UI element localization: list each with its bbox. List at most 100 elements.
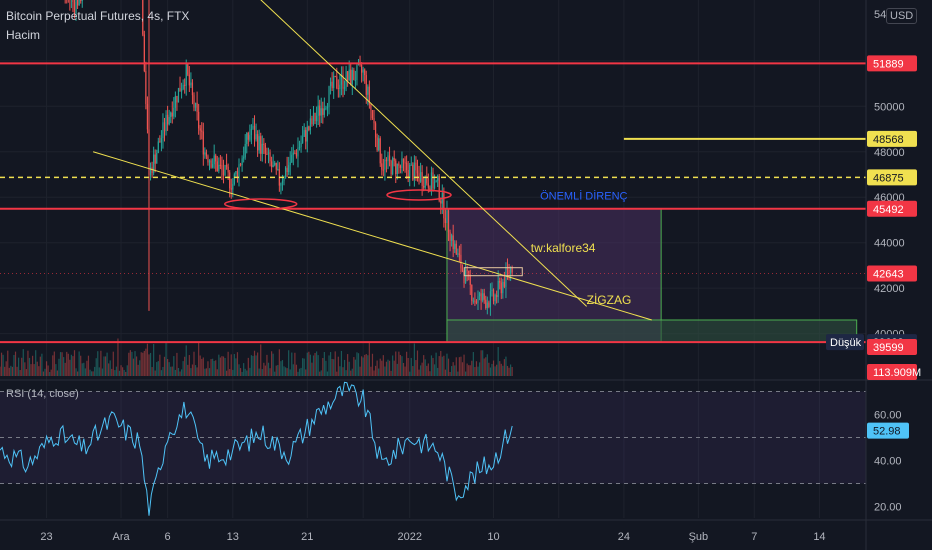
candle-body-103 xyxy=(159,141,161,143)
volume-bar-128 xyxy=(198,342,200,376)
candle-body-288 xyxy=(446,210,448,223)
volume-bar-145 xyxy=(224,357,226,376)
volume-bar-61 xyxy=(94,366,96,376)
volume-bar-199 xyxy=(308,351,310,376)
candle-body-241 xyxy=(373,118,375,124)
volume-bar-16 xyxy=(24,362,26,376)
candle-body-163 xyxy=(252,125,254,129)
volume-bar-92 xyxy=(142,352,144,376)
candle-body-287 xyxy=(444,218,447,223)
price-label-box-4 xyxy=(867,265,917,282)
volume-bar-15 xyxy=(22,349,24,376)
rsi-last-box xyxy=(867,422,909,439)
candle-body-204 xyxy=(316,115,318,122)
candle-body-226 xyxy=(350,69,352,85)
volume-bar-297 xyxy=(460,356,462,376)
candle-body-273 xyxy=(423,185,425,188)
volume-bar-134 xyxy=(207,361,209,376)
candle-body-275 xyxy=(426,176,428,184)
volume-bar-165 xyxy=(255,355,257,376)
volume-bar-212 xyxy=(328,355,330,376)
volume-bar-13 xyxy=(19,370,21,376)
volume-bar-254 xyxy=(393,360,395,376)
volume-bar-52 xyxy=(80,355,82,376)
volume-bar-328 xyxy=(508,367,510,376)
volume-bar-85 xyxy=(131,351,133,376)
candle-body-176 xyxy=(272,164,274,168)
candle-body-254 xyxy=(393,157,395,161)
volume-bar-279 xyxy=(432,357,434,376)
volume-bar-316 xyxy=(489,367,492,376)
volume-bar-220 xyxy=(340,350,343,376)
candle-body-160 xyxy=(247,133,249,140)
volume-bar-246 xyxy=(381,360,383,376)
volume-bar-201 xyxy=(311,362,313,376)
candle-body-97 xyxy=(149,167,152,176)
volume-bar-196 xyxy=(303,358,305,376)
volume-bar-171 xyxy=(264,365,266,376)
candle-body-154 xyxy=(238,164,240,178)
volume-bar-40 xyxy=(61,352,63,376)
volume-bar-19 xyxy=(28,357,31,376)
volume-bar-158 xyxy=(244,368,246,376)
volume-bar-81 xyxy=(125,371,127,376)
candle-body-106 xyxy=(163,122,166,132)
volume-bar-318 xyxy=(492,360,495,376)
volume-bar-94 xyxy=(145,348,147,376)
candle-body-280 xyxy=(433,181,436,189)
candle-body-182 xyxy=(281,181,284,184)
volume-bar-95 xyxy=(146,343,149,376)
volume-bar-22 xyxy=(33,364,35,376)
x-tick-label-10: 14 xyxy=(813,531,825,543)
candle-body-120 xyxy=(185,63,187,86)
price-label-2: 46875 xyxy=(873,172,904,184)
candle-body-309 xyxy=(478,293,481,297)
candle-body-316 xyxy=(489,291,492,307)
volume-bar-12 xyxy=(18,357,20,376)
volume-bar-74 xyxy=(114,370,116,376)
volume-bar-50 xyxy=(76,371,79,376)
volume-bar-104 xyxy=(160,370,163,376)
candle-body-310 xyxy=(480,293,482,301)
candle-body-192 xyxy=(297,147,299,157)
candle-body-272 xyxy=(421,172,423,186)
candle-body-325 xyxy=(503,281,505,287)
candle-body-115 xyxy=(177,87,180,103)
candle-body-262 xyxy=(406,162,408,171)
volume-bar-5 xyxy=(7,350,9,376)
volume-bar-307 xyxy=(475,361,478,376)
x-tick-label-4: 21 xyxy=(301,531,313,543)
volume-bar-313 xyxy=(485,357,487,376)
candle-body-225 xyxy=(348,69,350,81)
volume-bar-84 xyxy=(129,350,131,376)
volume-bar-255 xyxy=(395,351,397,376)
volume-bar-47 xyxy=(72,356,74,376)
currency-button[interactable]: USD xyxy=(886,8,918,24)
volume-bar-213 xyxy=(329,352,332,376)
price-label-6: 39599 xyxy=(873,342,904,354)
price-label-box-6 xyxy=(867,339,917,355)
volume-bar-190 xyxy=(294,352,296,376)
volume-bar-133 xyxy=(205,368,208,376)
candle-body-130 xyxy=(201,130,203,132)
candle-body-167 xyxy=(258,136,260,151)
candle-body-292 xyxy=(452,235,454,250)
volume-bar-266 xyxy=(412,366,414,376)
volume-bar-90 xyxy=(139,360,141,376)
x-tick-label-8: Şub xyxy=(689,531,709,543)
volume-bar-317 xyxy=(491,363,493,376)
volume-bar-187 xyxy=(289,369,291,376)
volume-bar-27 xyxy=(41,353,43,376)
candle-body-327 xyxy=(506,267,509,270)
rsi-tick-label-2: 60.00 xyxy=(874,410,902,422)
volume-bar-245 xyxy=(379,358,381,376)
volume-bar-6 xyxy=(8,367,10,376)
candle-body-274 xyxy=(424,176,426,188)
volume-bar-188 xyxy=(291,352,293,376)
volume-bar-214 xyxy=(331,358,333,376)
candle-body-173 xyxy=(267,152,270,154)
volume-bar-269 xyxy=(416,350,419,376)
volume-bar-249 xyxy=(385,361,388,376)
candle-body-318 xyxy=(492,289,495,302)
